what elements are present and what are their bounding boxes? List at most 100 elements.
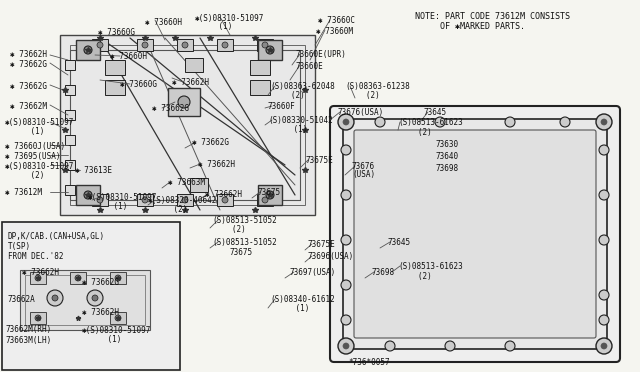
Circle shape	[596, 338, 612, 354]
Circle shape	[178, 96, 190, 108]
Circle shape	[435, 117, 445, 127]
Circle shape	[266, 191, 274, 199]
Text: (1): (1)	[275, 125, 307, 134]
Text: (S)08363-62048: (S)08363-62048	[270, 82, 335, 91]
Text: ✱(S)08310-51097: ✱(S)08310-51097	[195, 14, 264, 23]
Circle shape	[115, 315, 121, 321]
Bar	[137, 194, 153, 206]
Bar	[76, 40, 100, 60]
FancyBboxPatch shape	[343, 119, 607, 349]
Bar	[185, 58, 203, 72]
Text: 73698: 73698	[372, 268, 395, 277]
Circle shape	[75, 275, 81, 281]
Text: 73645: 73645	[388, 238, 411, 247]
Text: ✱ 73660H: ✱ 73660H	[110, 52, 147, 61]
Text: 73645: 73645	[424, 108, 447, 117]
Bar	[177, 39, 193, 51]
FancyBboxPatch shape	[354, 130, 596, 338]
Circle shape	[560, 117, 570, 127]
Circle shape	[341, 145, 351, 155]
Circle shape	[35, 275, 41, 281]
Circle shape	[375, 117, 385, 127]
Text: ✱ 73660M: ✱ 73660M	[316, 27, 353, 36]
Text: 73696(USA): 73696(USA)	[308, 252, 355, 261]
Text: ✱ 73662H: ✱ 73662H	[205, 190, 242, 199]
Text: 73660E: 73660E	[296, 62, 324, 71]
Text: ✱ 73660J(USA): ✱ 73660J(USA)	[5, 142, 65, 151]
Bar	[65, 60, 75, 70]
Text: NOTE: PART CODE 73612M CONSISTS
     OF ✱MARKED PARTS.: NOTE: PART CODE 73612M CONSISTS OF ✱MARK…	[415, 12, 570, 31]
Circle shape	[601, 119, 607, 125]
Text: (1): (1)	[277, 304, 309, 313]
Text: ✱ 73660H: ✱ 73660H	[145, 18, 182, 27]
Bar	[258, 185, 282, 205]
Text: 73675E: 73675E	[308, 240, 336, 249]
Circle shape	[343, 343, 349, 349]
Text: ✱(S)08320-40642: ✱(S)08320-40642	[148, 196, 218, 205]
Text: (2): (2)	[277, 91, 305, 100]
Text: (USA): (USA)	[352, 170, 375, 179]
Circle shape	[84, 191, 92, 199]
Circle shape	[262, 197, 268, 203]
Bar	[190, 178, 208, 192]
Text: (2): (2)	[12, 171, 44, 180]
Circle shape	[97, 197, 103, 203]
Text: DP,K/CAB.(CAN+USA,GL): DP,K/CAB.(CAN+USA,GL)	[8, 232, 105, 241]
Text: *736*0057: *736*0057	[348, 358, 390, 367]
Circle shape	[599, 190, 609, 200]
Text: ✱ 73612M: ✱ 73612M	[5, 188, 42, 197]
Text: (1): (1)	[12, 127, 44, 136]
Text: ✱(S)08310-51097: ✱(S)08310-51097	[5, 162, 74, 171]
Circle shape	[505, 341, 515, 351]
Circle shape	[97, 42, 103, 48]
Text: (2): (2)	[352, 91, 380, 100]
Text: 73675: 73675	[230, 248, 253, 257]
Circle shape	[599, 315, 609, 325]
Text: (2): (2)	[155, 205, 188, 214]
Text: ✱ 73662H: ✱ 73662H	[172, 78, 209, 87]
Bar	[257, 194, 273, 206]
Text: ✱(S)08310-51097: ✱(S)08310-51097	[5, 118, 74, 127]
Bar	[258, 40, 282, 60]
Text: 73697(USA): 73697(USA)	[290, 268, 336, 277]
Bar	[65, 110, 75, 120]
Bar	[76, 185, 100, 205]
Bar	[110, 312, 126, 324]
Bar	[25, 275, 145, 325]
Bar	[30, 312, 46, 324]
Text: ✱ 73663M: ✱ 73663M	[168, 178, 205, 187]
Text: (S)08330-51042: (S)08330-51042	[268, 116, 333, 125]
Text: ✱ 73613E: ✱ 73613E	[75, 166, 112, 175]
Text: ✱(S)08310-51097: ✱(S)08310-51097	[82, 326, 152, 335]
Text: ✱ 73662G: ✱ 73662G	[152, 104, 189, 113]
Text: (S)08513-61623: (S)08513-61623	[398, 262, 463, 271]
Circle shape	[341, 280, 351, 290]
Circle shape	[338, 114, 354, 130]
Bar	[168, 88, 200, 116]
Circle shape	[47, 290, 63, 306]
Text: 73662A: 73662A	[8, 295, 36, 304]
Bar	[92, 39, 108, 51]
Text: 73675: 73675	[258, 188, 281, 197]
Bar	[250, 60, 270, 75]
Text: (S)08363-61238: (S)08363-61238	[345, 82, 410, 91]
Bar	[30, 272, 46, 284]
Text: 73676: 73676	[352, 162, 375, 171]
Bar	[70, 272, 86, 284]
Text: 73640: 73640	[435, 152, 458, 161]
Bar	[217, 194, 233, 206]
Text: ✱ 73662G: ✱ 73662G	[10, 82, 47, 91]
Text: ✱ 73662H: ✱ 73662H	[22, 268, 59, 277]
Text: 73676(USA): 73676(USA)	[338, 108, 384, 117]
Circle shape	[142, 197, 148, 203]
Circle shape	[599, 235, 609, 245]
Text: ✱ 73662H: ✱ 73662H	[82, 308, 119, 317]
Text: 73660E(UPR): 73660E(UPR)	[296, 50, 347, 59]
Bar	[65, 85, 75, 95]
Text: ✱ 73660G: ✱ 73660G	[120, 80, 157, 89]
Bar	[2, 222, 180, 370]
Circle shape	[92, 295, 98, 301]
Bar	[92, 194, 108, 206]
Circle shape	[182, 197, 188, 203]
Bar	[105, 60, 125, 75]
